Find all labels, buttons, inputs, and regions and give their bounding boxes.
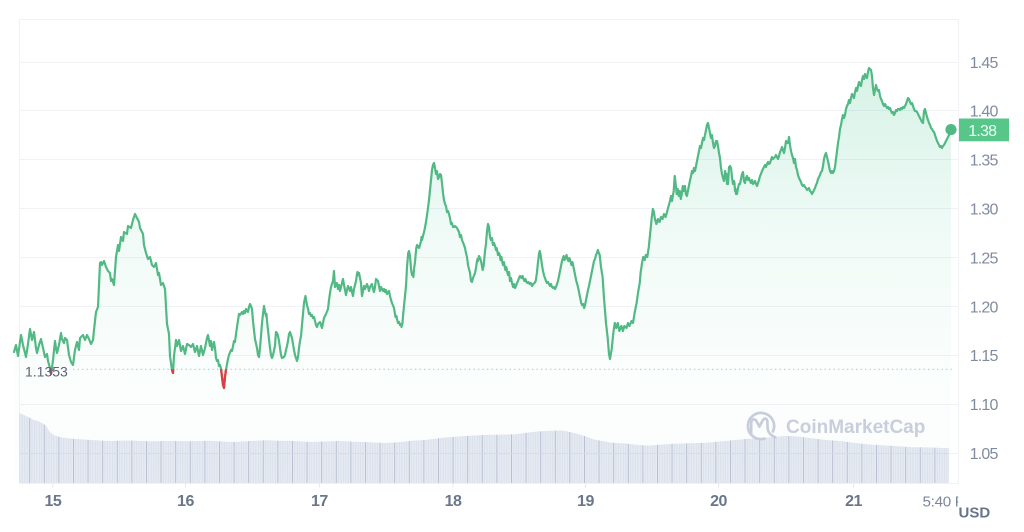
svg-text:17: 17: [311, 493, 328, 510]
svg-text:1.1353: 1.1353: [25, 364, 68, 380]
svg-text:1.35: 1.35: [970, 153, 999, 170]
svg-text:18: 18: [445, 493, 462, 510]
svg-text:1.30: 1.30: [970, 202, 999, 219]
svg-text:1.10: 1.10: [970, 397, 999, 414]
svg-text:1.40: 1.40: [970, 104, 999, 121]
svg-text:20: 20: [710, 493, 727, 510]
svg-text:1.45: 1.45: [970, 55, 999, 72]
svg-text:1.05: 1.05: [970, 446, 999, 463]
svg-text:5:40 P: 5:40 P: [923, 493, 965, 510]
svg-text:16: 16: [177, 493, 194, 510]
svg-text:21: 21: [845, 493, 862, 510]
svg-text:1.25: 1.25: [970, 250, 999, 267]
svg-text:1.20: 1.20: [970, 299, 999, 316]
svg-text:1.38: 1.38: [968, 123, 997, 140]
svg-text:CoinMarketCap: CoinMarketCap: [786, 417, 925, 438]
svg-text:1.15: 1.15: [970, 348, 999, 365]
svg-text:19: 19: [577, 493, 594, 510]
svg-text:15: 15: [45, 493, 62, 510]
svg-text:USD: USD: [959, 505, 991, 522]
